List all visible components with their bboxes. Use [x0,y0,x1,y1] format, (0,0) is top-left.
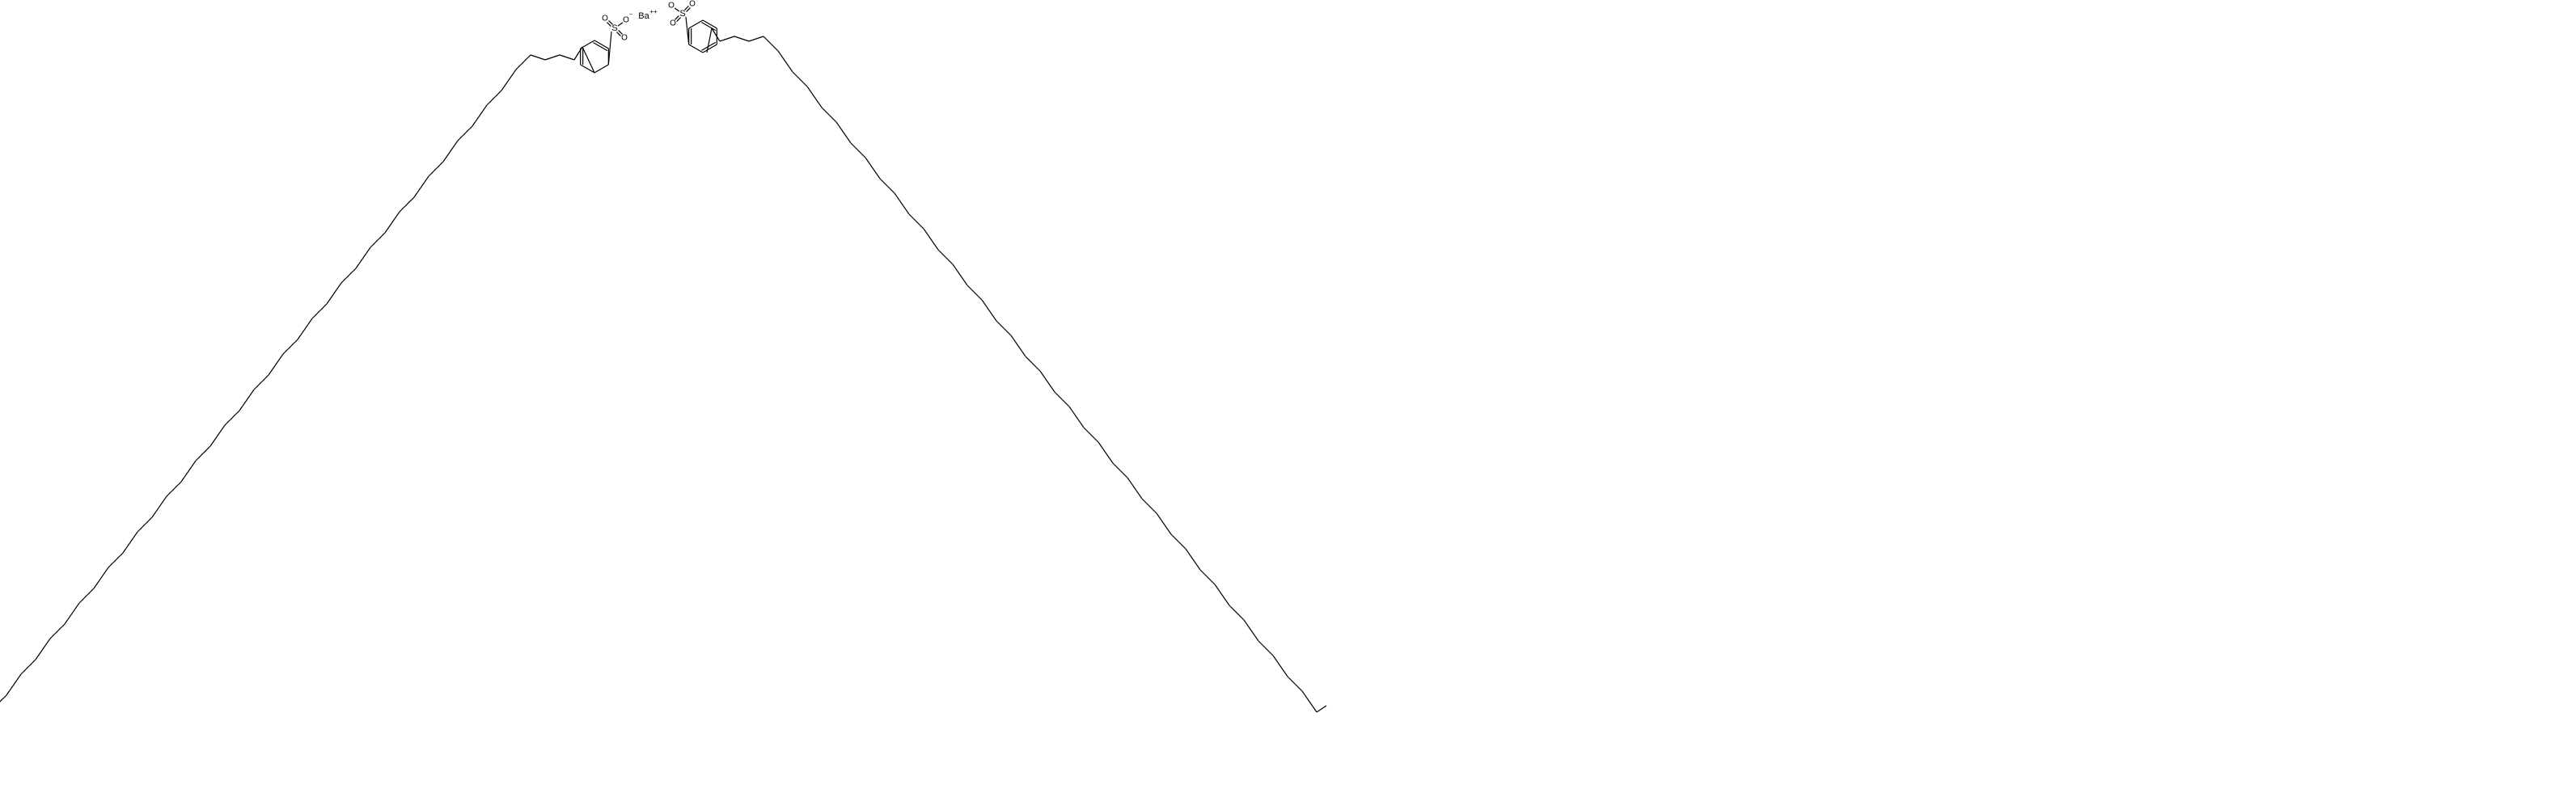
svg-text:O: O [670,19,676,28]
svg-text:⁻: ⁻ [628,12,632,21]
svg-text:S: S [679,9,685,19]
svg-text:O: O [621,34,628,43]
svg-text:S: S [611,23,617,33]
svg-text:++: ++ [649,8,658,15]
molecule-diagram: SOO⁻OSO⁻OOBa++ [0,0,2576,797]
svg-text:Ba: Ba [638,11,649,21]
svg-text:⁻: ⁻ [674,0,678,6]
svg-text:O: O [689,0,696,9]
svg-text:O: O [602,15,608,23]
